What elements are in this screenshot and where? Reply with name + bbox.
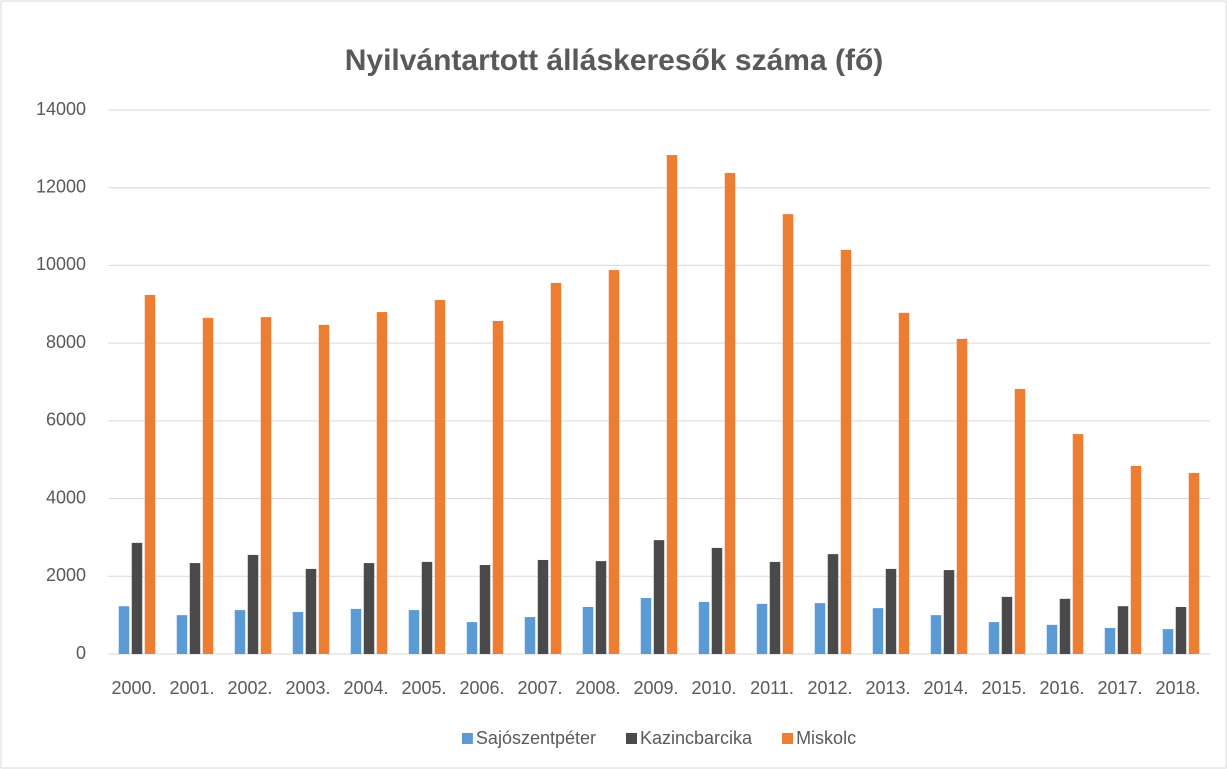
legend-label: Kazincbarcika xyxy=(640,728,753,748)
bar xyxy=(202,317,214,654)
x-tick-label: 2013. xyxy=(865,678,910,698)
bar xyxy=(756,603,768,654)
bar xyxy=(1001,596,1013,654)
bar xyxy=(653,540,665,654)
bar xyxy=(595,561,607,654)
bar xyxy=(524,617,536,654)
bar xyxy=(537,559,549,654)
bar xyxy=(421,561,433,654)
bar xyxy=(872,608,884,654)
y-tick-label: 12000 xyxy=(36,176,86,196)
bar xyxy=(189,563,201,654)
bar xyxy=(466,622,478,654)
bar xyxy=(1130,465,1142,654)
bar xyxy=(1046,624,1058,654)
bar xyxy=(363,563,375,654)
x-tick-label: 2004. xyxy=(343,678,388,698)
bar xyxy=(1175,606,1187,654)
bar xyxy=(118,606,130,654)
bar xyxy=(782,214,794,654)
y-tick-label: 10000 xyxy=(36,254,86,274)
x-tick-label: 2016. xyxy=(1039,678,1084,698)
bar xyxy=(640,598,652,654)
bar xyxy=(724,172,736,654)
legend-swatch xyxy=(461,733,473,744)
bar xyxy=(1162,629,1174,654)
y-tick-label: 0 xyxy=(76,643,86,663)
legend-label: Sajószentpéter xyxy=(476,728,596,748)
bar xyxy=(608,270,620,654)
bar xyxy=(408,610,420,654)
bar xyxy=(350,608,362,654)
x-tick-label: 2002. xyxy=(227,678,272,698)
bar xyxy=(479,565,491,654)
bar xyxy=(698,601,710,654)
bar xyxy=(582,606,594,654)
x-tick-label: 2008. xyxy=(575,678,620,698)
x-tick-label: 2017. xyxy=(1097,678,1142,698)
y-tick-label: 6000 xyxy=(46,410,86,430)
bar xyxy=(769,561,781,654)
legend-swatch xyxy=(782,733,794,744)
x-tick-label: 2011. xyxy=(750,678,794,698)
x-tick-label: 2005. xyxy=(401,678,446,698)
bar xyxy=(814,603,826,654)
bar xyxy=(943,570,955,654)
bar xyxy=(131,542,143,654)
bar xyxy=(988,622,1000,654)
x-tick-label: 2010. xyxy=(691,678,736,698)
chart-title: Nyilvántartott álláskeresők száma (fő) xyxy=(345,44,884,77)
bar xyxy=(292,612,304,654)
bar xyxy=(840,249,852,654)
legend-swatch xyxy=(626,733,637,744)
x-tick-label: 2007. xyxy=(517,678,562,698)
x-tick-label: 2018. xyxy=(1155,678,1200,698)
x-tick-label: 2012. xyxy=(807,678,852,698)
bar xyxy=(376,312,388,654)
bar xyxy=(260,317,272,654)
bar xyxy=(666,155,678,654)
bar xyxy=(1072,434,1084,654)
x-tick-label: 2000. xyxy=(111,678,156,698)
bar xyxy=(305,568,317,654)
y-tick-label: 2000 xyxy=(46,565,86,585)
bar xyxy=(827,554,839,654)
bar xyxy=(711,547,723,654)
bar xyxy=(930,615,942,654)
y-tick-label: 4000 xyxy=(46,487,86,507)
bar xyxy=(144,294,156,654)
bar xyxy=(1014,388,1026,654)
bar xyxy=(956,338,968,654)
legend-label: Miskolc xyxy=(796,728,856,748)
bar xyxy=(492,320,504,654)
bar xyxy=(550,282,562,654)
bar xyxy=(1104,627,1116,654)
x-tick-label: 2009. xyxy=(633,678,678,698)
x-tick-label: 2001. xyxy=(169,678,214,698)
y-tick-label: 14000 xyxy=(36,99,86,119)
bar xyxy=(898,312,910,654)
bar xyxy=(1188,472,1200,654)
bar xyxy=(247,554,259,654)
bar xyxy=(234,610,246,654)
bar xyxy=(176,615,188,654)
y-tick-label: 8000 xyxy=(46,332,86,352)
x-tick-label: 2006. xyxy=(459,678,504,698)
x-tick-label: 2014. xyxy=(923,678,968,698)
bar xyxy=(885,568,897,654)
bar xyxy=(1059,598,1071,654)
bar xyxy=(318,324,330,654)
bar xyxy=(434,300,446,654)
x-tick-label: 2015. xyxy=(981,678,1026,698)
bar xyxy=(1117,606,1129,654)
x-tick-label: 2003. xyxy=(285,678,330,698)
